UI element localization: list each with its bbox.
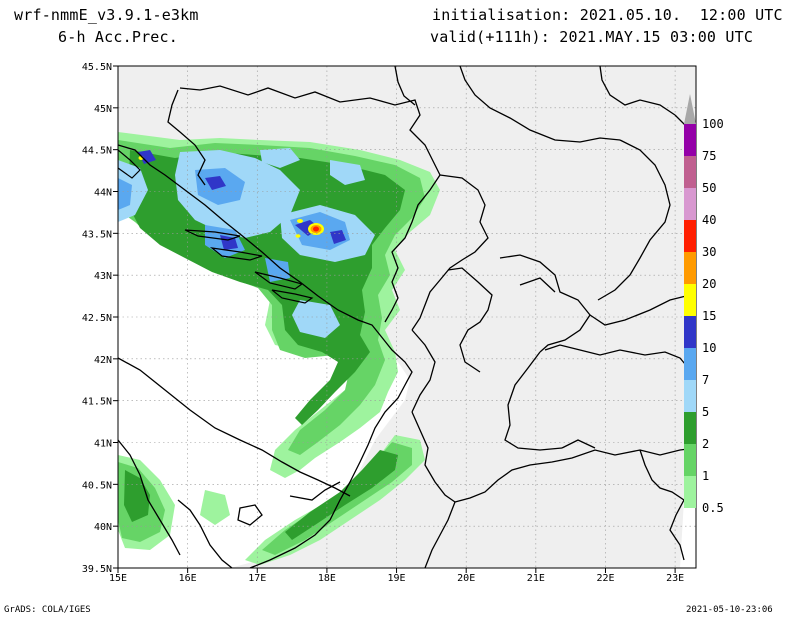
colorbar-segment <box>684 348 696 380</box>
lon-tick-label: 19E <box>388 573 406 584</box>
lon-tick-label: 22E <box>596 573 614 584</box>
lon-tick-label: 15E <box>109 573 127 584</box>
island-2 <box>209 247 263 261</box>
colorbar-label: 100 <box>702 117 724 131</box>
colorbar-label: 30 <box>702 245 716 259</box>
lon-tick-label: 20E <box>457 573 475 584</box>
colorbar-label: 15 <box>702 309 716 323</box>
colorbar-segment <box>684 156 696 188</box>
italy-coast <box>118 357 351 497</box>
lon-tick-label: 16E <box>179 573 197 584</box>
lat-tick-label: 45N <box>94 104 112 115</box>
lon-tick-label: 18E <box>318 573 336 584</box>
aegean-sea <box>680 490 696 568</box>
colorbar-label: 5 <box>702 405 709 419</box>
lat-tick-label: 41.5N <box>82 397 112 408</box>
island-4 <box>271 289 314 304</box>
colorbar-segment <box>684 124 696 156</box>
axis-ticks: 15E 16E 17E 18E 19E 20E 21E 22E 23E 39.5N 40N 40.5N… <box>82 62 684 584</box>
lat-tick-label: 43.5N <box>82 229 112 240</box>
colorbar-segment <box>684 412 696 444</box>
colorbar-label: 40 <box>702 213 716 227</box>
lon-tick-label: 23E <box>666 573 684 584</box>
colorbar-segment <box>684 220 696 252</box>
lat-tick-label: 44N <box>94 188 112 199</box>
lat-tick-label: 42.5N <box>82 313 112 324</box>
colorbar-segment <box>684 380 696 412</box>
colorbar-segment <box>684 284 696 316</box>
colorbar-segment <box>684 252 696 284</box>
precip-spot-yellow-1 <box>297 219 303 223</box>
precip-core-red <box>313 226 319 232</box>
colorbar-arrow-top <box>684 94 696 124</box>
lat-tick-label: 42N <box>94 355 112 366</box>
render-timestamp: 2021-05-10-23:06 <box>686 605 773 615</box>
italy-gulf <box>237 504 263 526</box>
colorbar: 0.5 1 2 5 7 10 15 20 30 40 50 75 100 <box>684 94 724 515</box>
grid-lines <box>118 66 696 568</box>
field-name: 6-h Acc.Prec. <box>58 28 178 46</box>
lat-tick-label: 40N <box>94 522 112 533</box>
colorbar-label: 2 <box>702 437 709 451</box>
lat-tick-label: 45.5N <box>82 62 112 73</box>
lon-tick-label: 17E <box>248 573 266 584</box>
colorbar-segment <box>684 444 696 476</box>
init-time: initialisation: 2021.05.10. 12:00 UTC <box>432 6 783 24</box>
model-name: wrf-nmmE_v3.9.1-e3km <box>14 6 199 24</box>
italy-coast-east <box>118 439 181 556</box>
colorbar-label: 10 <box>702 341 716 355</box>
colorbar-label: 75 <box>702 149 716 163</box>
island-3 <box>254 271 304 290</box>
grads-credit: GrADS: COLA/IGES <box>4 605 91 615</box>
island-5 <box>118 149 141 179</box>
island-1 <box>184 229 241 241</box>
lat-tick-label: 40.5N <box>82 480 112 491</box>
colorbar-label: 1 <box>702 469 709 483</box>
colorbar-segment <box>684 316 696 348</box>
colorbar-label: 50 <box>702 181 716 195</box>
precip-spot-yellow-2 <box>295 234 301 238</box>
coastline <box>118 144 413 568</box>
colorbar-label: 7 <box>702 373 709 387</box>
colorbar-segment <box>684 476 696 508</box>
lat-tick-label: 43N <box>94 271 112 282</box>
valid-time: valid(+111h): 2021.MAY.15 03:00 UTC <box>430 28 754 46</box>
country-borders <box>167 66 696 568</box>
lat-tick-label: 39.5N <box>82 564 112 575</box>
colorbar-label: 20 <box>702 277 716 291</box>
lat-tick-label: 41N <box>94 439 112 450</box>
lon-tick-label: 21E <box>527 573 545 584</box>
lat-tick-label: 44.5N <box>82 146 112 157</box>
colorbar-label: 0.5 <box>702 501 724 515</box>
colorbar-segment <box>684 188 696 220</box>
